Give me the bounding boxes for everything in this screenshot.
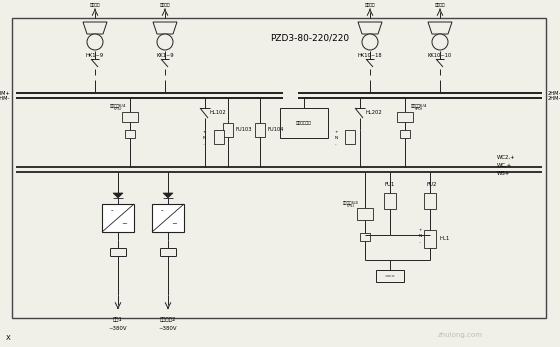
Text: zhulong.com: zhulong.com — [437, 332, 482, 338]
Circle shape — [157, 34, 173, 50]
Text: +: + — [334, 130, 338, 134]
Polygon shape — [358, 22, 382, 34]
Text: HL102: HL102 — [210, 110, 227, 115]
Text: 直流母线6/4
(P0): 直流母线6/4 (P0) — [410, 103, 427, 111]
Text: 直流母线6/4
(75): 直流母线6/4 (75) — [110, 103, 126, 111]
Text: KK1~9: KK1~9 — [156, 52, 174, 58]
Text: ~380V: ~380V — [109, 325, 127, 330]
Text: HL1: HL1 — [440, 236, 450, 240]
Bar — [280, 108, 328, 138]
Circle shape — [362, 34, 378, 50]
Bar — [125, 130, 135, 138]
Text: 充电装置: 充电装置 — [435, 3, 445, 7]
Polygon shape — [83, 22, 107, 34]
Bar — [357, 208, 373, 220]
Text: -: - — [161, 207, 164, 213]
Text: +: + — [418, 228, 422, 232]
Bar — [102, 204, 134, 232]
Polygon shape — [163, 193, 173, 198]
Bar — [424, 193, 436, 209]
Bar — [223, 123, 233, 137]
Text: FU2: FU2 — [427, 181, 437, 186]
Text: 2HM+: 2HM+ — [548, 91, 560, 95]
Text: 1HM-: 1HM- — [0, 95, 10, 101]
Text: N: N — [334, 136, 338, 140]
Text: 直流母线6/4
(75): 直流母线6/4 (75) — [343, 200, 359, 208]
Text: 变压器组: 变压器组 — [90, 3, 100, 7]
Text: PZD3-80-220/220: PZD3-80-220/220 — [270, 34, 349, 42]
Text: 电压监测装置: 电压监测装置 — [296, 121, 312, 125]
Text: 1HM+: 1HM+ — [0, 91, 10, 95]
Text: ===: === — [385, 274, 395, 278]
Text: +: + — [202, 130, 206, 134]
Bar — [384, 193, 396, 209]
Bar — [424, 230, 436, 248]
Polygon shape — [428, 22, 452, 34]
Polygon shape — [113, 193, 123, 198]
Text: N: N — [418, 234, 422, 238]
Text: FU104: FU104 — [268, 127, 284, 132]
Text: -: - — [335, 142, 337, 146]
Bar — [376, 270, 404, 282]
Bar — [397, 112, 413, 122]
Polygon shape — [153, 22, 177, 34]
Text: WC,+: WC,+ — [497, 162, 512, 168]
Text: HL202: HL202 — [365, 110, 381, 115]
Text: FU103: FU103 — [236, 127, 253, 132]
Text: -: - — [203, 142, 205, 146]
Text: HK1~9: HK1~9 — [86, 52, 104, 58]
Text: FU1: FU1 — [385, 181, 395, 186]
Circle shape — [87, 34, 103, 50]
Bar — [345, 130, 355, 144]
Text: X: X — [6, 335, 11, 341]
Text: 变压器组: 变压器组 — [365, 3, 375, 7]
Text: N: N — [202, 136, 206, 140]
Text: ~: ~ — [121, 221, 127, 227]
Bar — [360, 233, 370, 241]
Text: ~: ~ — [171, 221, 177, 227]
Bar — [255, 123, 265, 137]
Text: 充电装置: 充电装置 — [160, 3, 170, 7]
Text: WS+: WS+ — [497, 170, 510, 176]
Circle shape — [432, 34, 448, 50]
Bar — [214, 130, 224, 144]
Text: -: - — [111, 207, 113, 213]
Text: 2HM-: 2HM- — [548, 95, 560, 101]
Bar — [122, 112, 138, 122]
Text: -: - — [419, 240, 421, 244]
Text: 交流电源2: 交流电源2 — [160, 318, 176, 322]
Text: HK10~18: HK10~18 — [358, 52, 382, 58]
Text: 电源1: 电源1 — [113, 318, 123, 322]
Text: WC2,+: WC2,+ — [497, 154, 516, 160]
Text: KK10~10: KK10~10 — [428, 52, 452, 58]
Text: ~380V: ~380V — [158, 325, 178, 330]
Bar — [152, 204, 184, 232]
Bar — [12, 18, 546, 318]
Bar — [400, 130, 410, 138]
